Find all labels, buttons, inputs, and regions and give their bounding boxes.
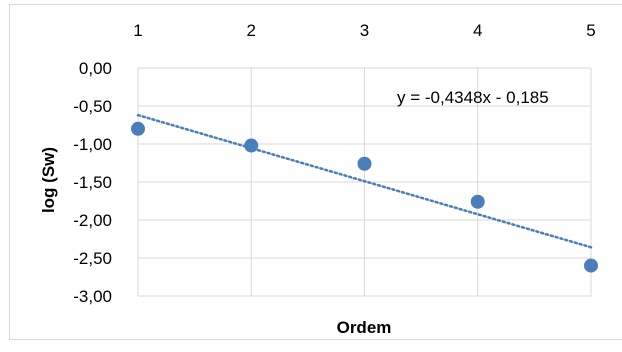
x-tick-label: 5 [586,21,595,40]
data-point [470,194,485,209]
y-tick-label: -2,00 [73,211,112,230]
data-point [244,138,259,153]
y-tick-label: -1,50 [73,173,112,192]
y-tick-label: -1,00 [73,135,112,154]
y-tick-label: -0,50 [73,97,112,116]
x-tick-label: 4 [473,21,482,40]
x-tick-label: 2 [247,21,256,40]
x-tick-label: 1 [133,21,142,40]
y-tick-labels: 0,00 -0,50 -1,00 -1,50 -2,00 -2,50 -3,00 [73,59,112,306]
y-tick-label: -2,50 [73,249,112,268]
trendline-equation: y = -0,4348x - 0,185 [397,88,549,107]
trendline-layer [136,113,593,249]
data-points [131,121,598,273]
y-tick-label: 0,00 [79,59,112,78]
x-tick-label: 3 [360,21,369,40]
x-tick-labels: 1 2 3 4 5 [133,21,595,40]
y-axis-title: log (Sw) [39,147,58,213]
x-axis-title: Ordem [337,318,392,337]
data-point [357,156,372,171]
y-tick-label: -3,00 [73,287,112,306]
data-point [584,258,598,273]
trendline [136,113,593,249]
data-point [131,121,145,136]
